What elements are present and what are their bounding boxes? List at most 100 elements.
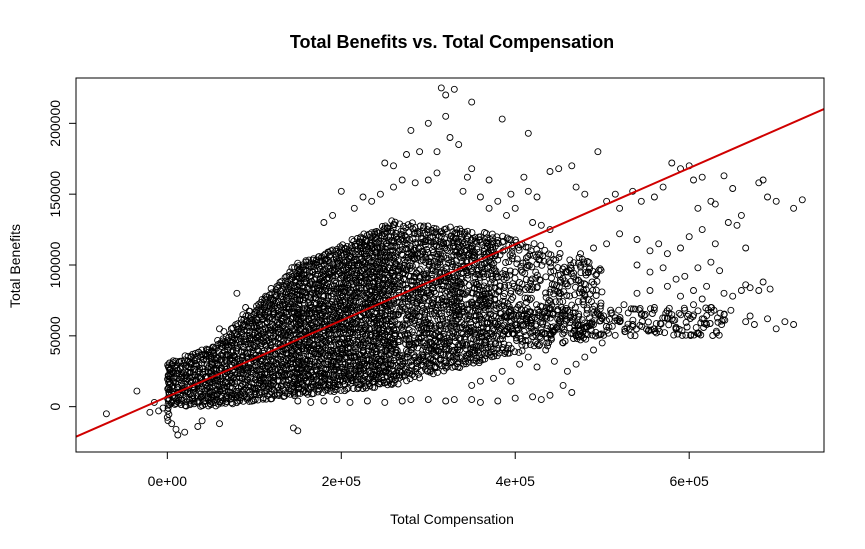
data-point [313,311,321,319]
data-point [675,309,683,317]
data-point [384,381,392,389]
data-point [546,391,554,399]
data-point [189,391,197,399]
data-point [442,112,450,120]
data-point [390,340,398,348]
data-point [659,264,667,272]
data-point [507,190,515,198]
data-point [394,364,402,372]
data-point [481,278,489,286]
data-point [381,256,389,264]
data-point [251,396,259,403]
data-point [361,293,369,301]
data-point [194,423,202,430]
data-point [378,312,386,320]
data-point [694,264,702,272]
data-point [764,193,771,201]
data-point [236,338,243,346]
data-point [729,292,737,300]
data-point [463,173,471,181]
data-point [368,373,376,381]
data-point [306,302,314,310]
data-point [343,385,351,393]
data-point [352,345,360,352]
data-point [288,349,296,357]
data-point [672,275,680,283]
data-point [320,397,328,405]
data-point [677,244,684,252]
data-point [219,349,227,357]
data-point [437,84,445,92]
data-point [727,306,735,314]
data-point [581,190,589,198]
data-point [333,396,341,404]
data-point [329,259,337,267]
data-point [555,165,563,173]
data-point [306,305,314,312]
data-point [278,382,285,390]
data-point [203,356,211,364]
data-point [373,239,381,246]
data-point [227,330,234,338]
data-point [343,243,351,251]
data-point [370,346,378,354]
data-point [388,228,396,236]
data-point [380,257,388,265]
data-point [361,324,369,332]
data-point [223,362,231,370]
data-point [338,287,346,295]
data-point [468,381,476,389]
data-point [590,244,597,252]
data-point [169,357,177,365]
data-point [311,280,319,288]
data-point [262,296,270,304]
data-point [386,272,394,280]
data-point [746,312,754,320]
data-point [308,281,316,289]
data-point [707,197,715,205]
data-point [694,307,702,315]
data-point [223,378,231,386]
data-point [733,221,741,229]
data-point [390,162,397,170]
x-tick-label: 2e+05 [322,473,362,489]
data-point [388,304,396,312]
data-point [190,371,198,379]
data-point [381,159,389,167]
data-point [433,169,441,177]
data-point [393,347,401,354]
data-point [316,258,324,266]
y-tick-label: 0 [47,403,63,411]
data-point [217,339,225,347]
x-tick-label: 6e+05 [670,473,710,489]
data-point [181,381,189,388]
data-point [498,115,506,123]
data-point [323,365,331,373]
data-point [598,288,606,296]
data-point [711,200,719,208]
data-point [590,346,597,354]
data-point [729,185,737,192]
data-point [237,391,245,398]
data-point [312,275,320,283]
data-point [245,397,253,405]
data-point [391,218,399,226]
data-point [172,425,180,433]
data-point [450,85,458,93]
data-point [270,377,278,384]
data-point [382,240,390,248]
chart-title: Total Benefits vs. Total Compensation [290,32,614,52]
data-point [133,387,141,395]
data-point [620,301,628,309]
data-point [244,323,252,331]
data-point [345,334,353,342]
data-point [755,287,763,294]
data-point [373,293,381,301]
data-point [516,288,524,296]
data-point [378,346,386,354]
data-point [244,340,252,348]
data-point [766,285,774,293]
data-point [294,397,302,405]
data-point [511,348,519,356]
